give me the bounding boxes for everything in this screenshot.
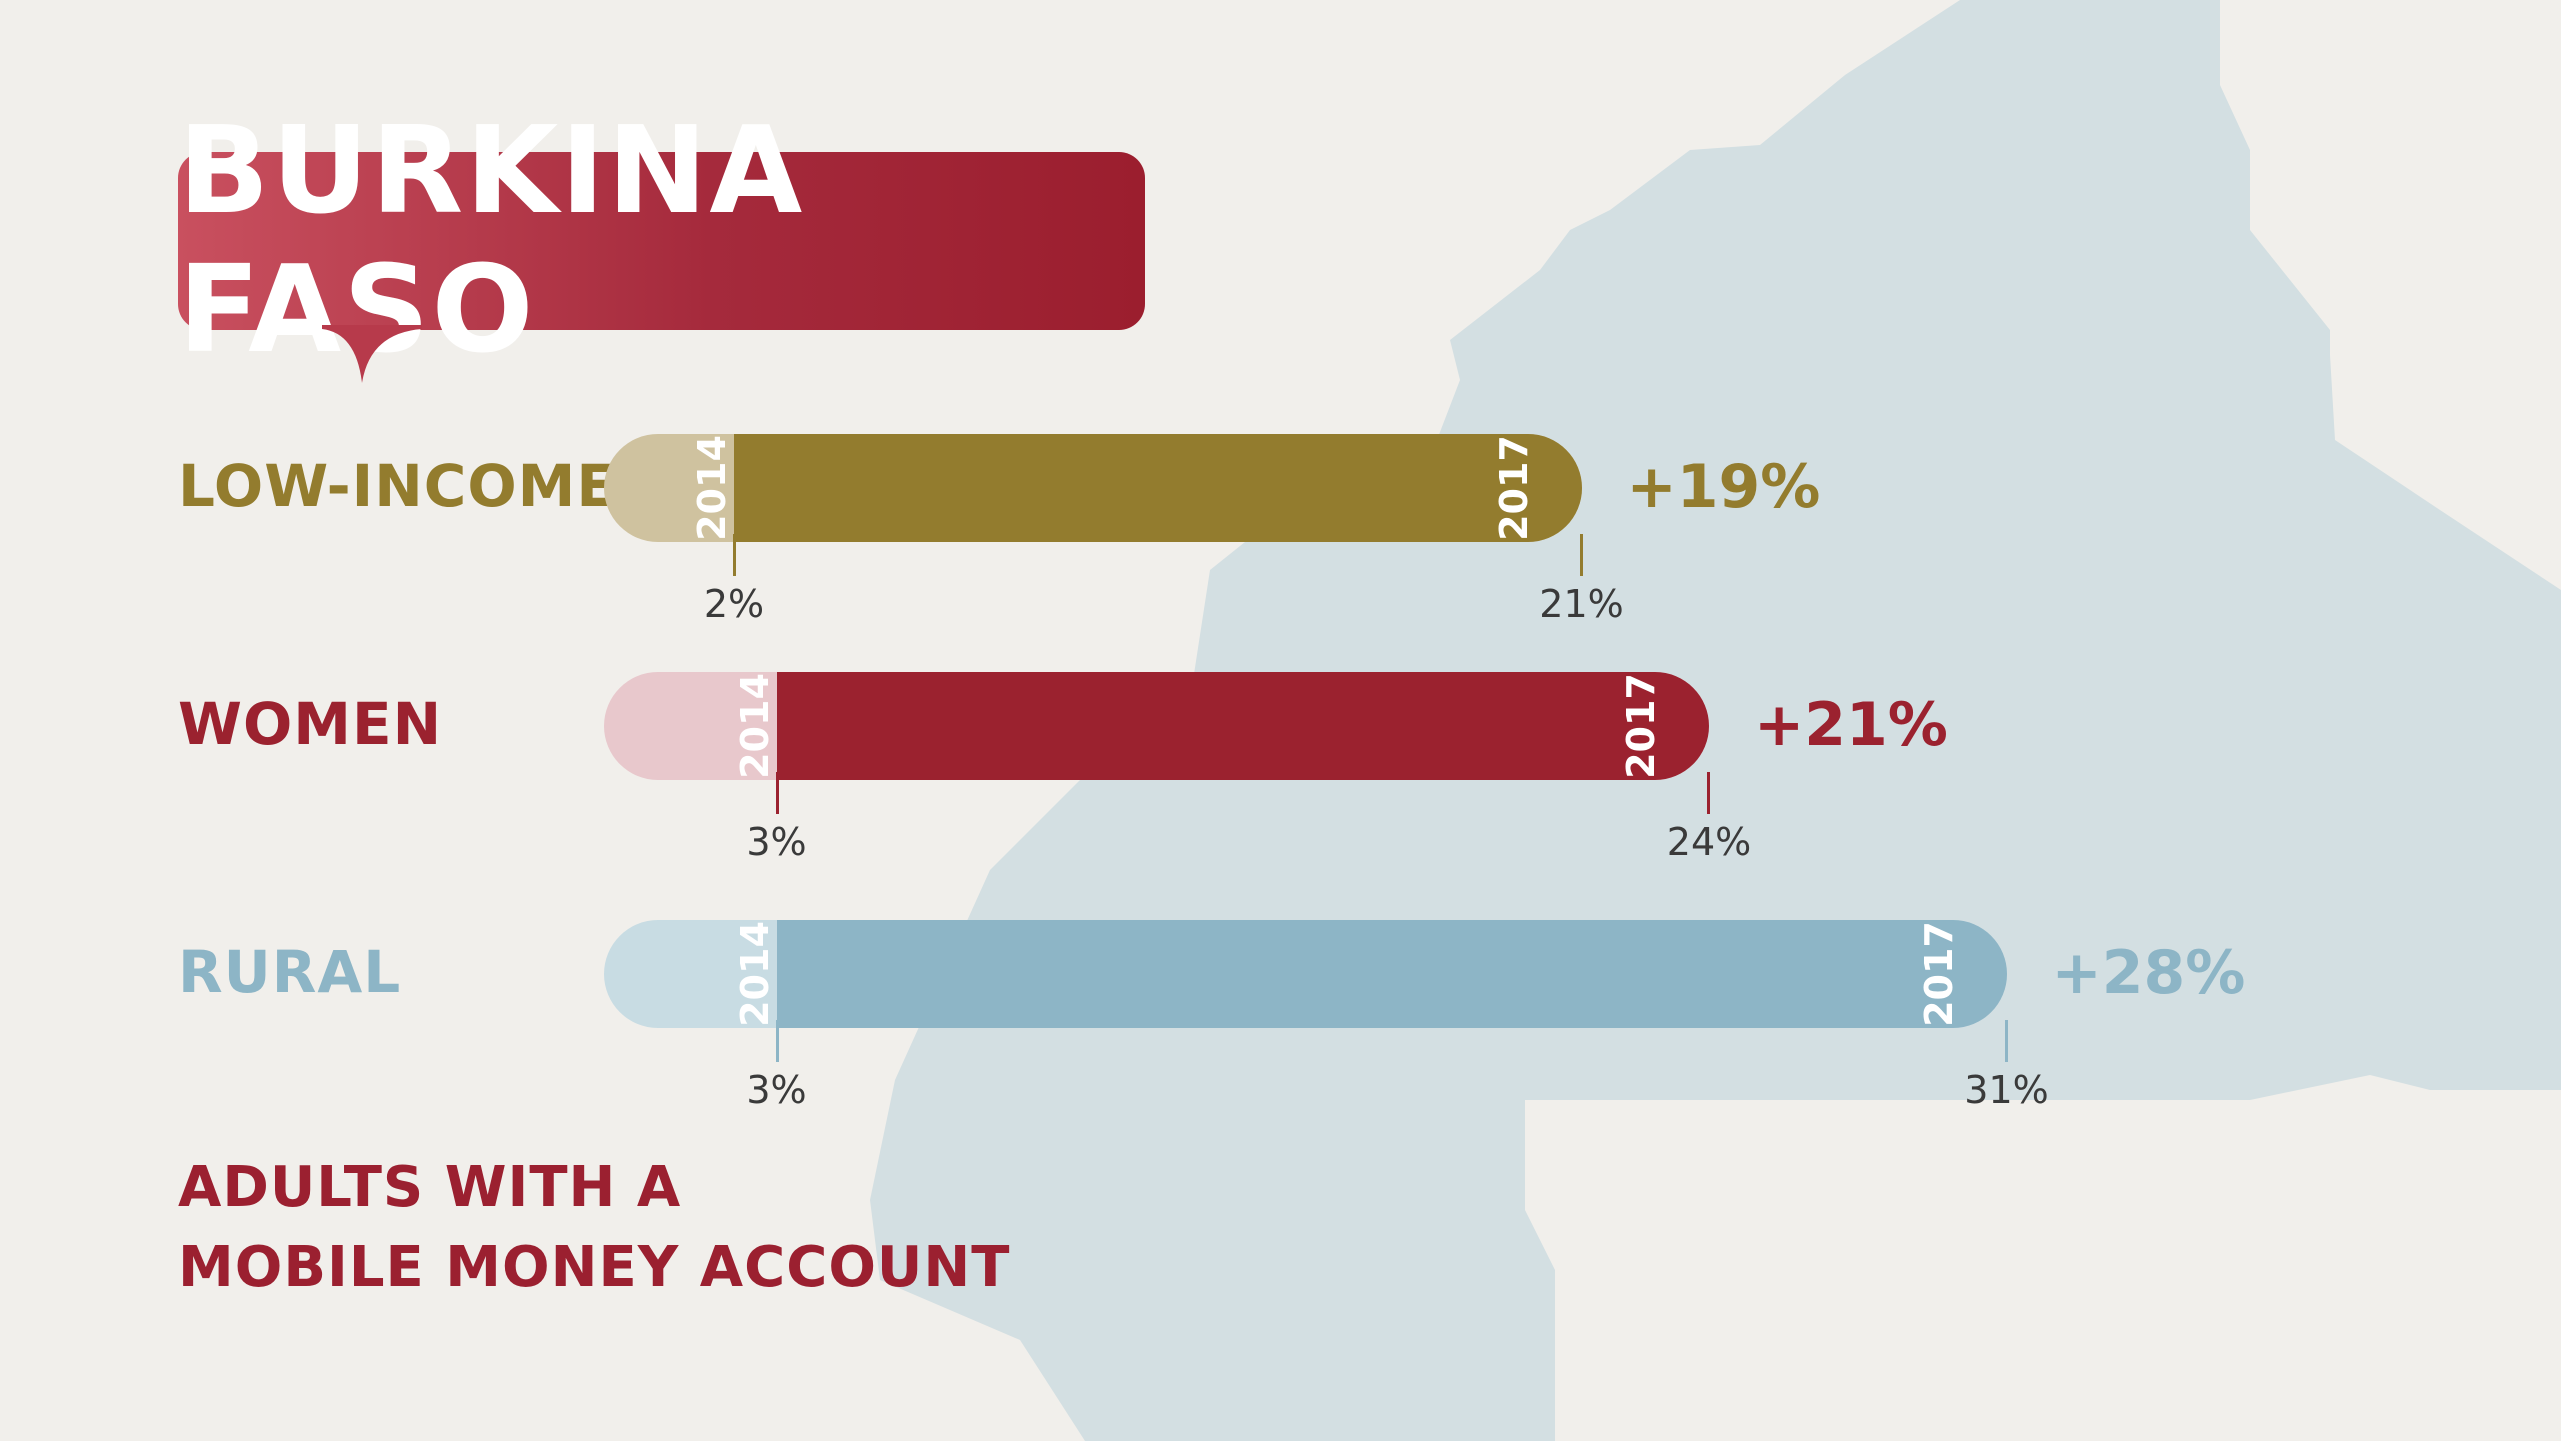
year-label-end: 2017 — [1619, 673, 1663, 779]
tick-end — [1579, 534, 1583, 576]
tick-start — [775, 772, 779, 814]
value-label-start: 3% — [746, 820, 807, 864]
year-label-start: 2014 — [732, 673, 777, 779]
year-label-end: 2017 — [1491, 435, 1536, 541]
change-label: +19% — [1626, 452, 1821, 522]
subtitle-line-1: ADULTS WITH A — [178, 1155, 682, 1220]
title-banner: BURKINA FASO — [178, 102, 1145, 380]
bar-2017-segment — [776, 672, 1709, 780]
tick-end — [2004, 1020, 2008, 1062]
year-label-start: 2014 — [690, 435, 734, 541]
speech-bubble-tail — [322, 325, 422, 383]
tick-start — [733, 534, 736, 576]
category-label: WOMEN — [178, 690, 443, 758]
value-label-end: 24% — [1666, 820, 1752, 864]
change-label: +28% — [2051, 938, 2246, 1008]
value-label-start: 3% — [746, 1068, 807, 1112]
chart-subtitle: ADULTS WITH A MOBILE MONEY ACCOUNT — [178, 1148, 1010, 1308]
bar-2017-segment — [734, 434, 1582, 542]
bar-2017-segment — [776, 920, 2007, 1028]
value-label-end: 21% — [1539, 582, 1624, 626]
subtitle-line-2: MOBILE MONEY ACCOUNT — [178, 1235, 1011, 1300]
category-label: LOW-INCOME — [178, 452, 617, 520]
change-label: +21% — [1754, 690, 1948, 760]
page-title: BURKINA FASO — [178, 102, 805, 380]
year-label-start: 2014 — [732, 921, 777, 1027]
category-label: RURAL — [178, 938, 402, 1006]
tick-end — [1707, 772, 1710, 814]
year-label-end: 2017 — [1916, 921, 1961, 1027]
value-label-start: 2% — [703, 582, 765, 626]
value-label-end: 31% — [1964, 1068, 2049, 1112]
tick-start — [775, 1020, 779, 1062]
